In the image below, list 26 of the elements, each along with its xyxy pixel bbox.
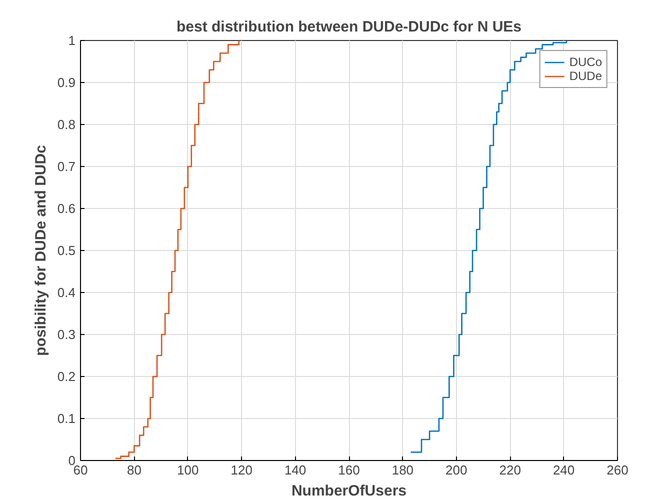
y-tick-label: 0.4: [57, 285, 76, 300]
x-tick-label: 120: [230, 462, 252, 478]
y-tick-label: 0.1: [57, 411, 76, 426]
x-tick-label: 100: [177, 462, 199, 478]
y-tick-label: 0.2: [57, 369, 76, 384]
x-tick-label: 240: [552, 462, 575, 478]
x-tick-label: 220: [499, 462, 521, 478]
x-tick-label: 160: [338, 462, 360, 478]
y-tick-label: 0.9: [57, 75, 76, 90]
y-tick-label: 0.7: [57, 159, 76, 174]
chart-title: best distribution between DUDe-DUDc for N UEs: [176, 18, 522, 36]
y-tick-label: 0.5: [57, 243, 76, 258]
x-tick-label: 180: [392, 462, 414, 478]
x-tick-label: 80: [126, 462, 142, 478]
x-tick-label: 200: [446, 462, 468, 478]
x-tick-label: 260: [606, 462, 628, 478]
legend-label: DUDe: [569, 69, 602, 83]
x-tick-label: 140: [284, 462, 306, 478]
y-tick-label: 0.6: [57, 201, 76, 216]
y-tick-label: 0.3: [57, 327, 76, 342]
y-axis-title: posibility for DUDe and DUDc: [32, 145, 50, 356]
x-axis-title: NumberOfUsers: [291, 482, 407, 500]
y-tick-label: 0.8: [57, 117, 76, 132]
legend-label: DUCo: [569, 55, 602, 69]
y-tick-label: 0: [68, 453, 76, 468]
y-tick-label: 1: [68, 33, 76, 48]
